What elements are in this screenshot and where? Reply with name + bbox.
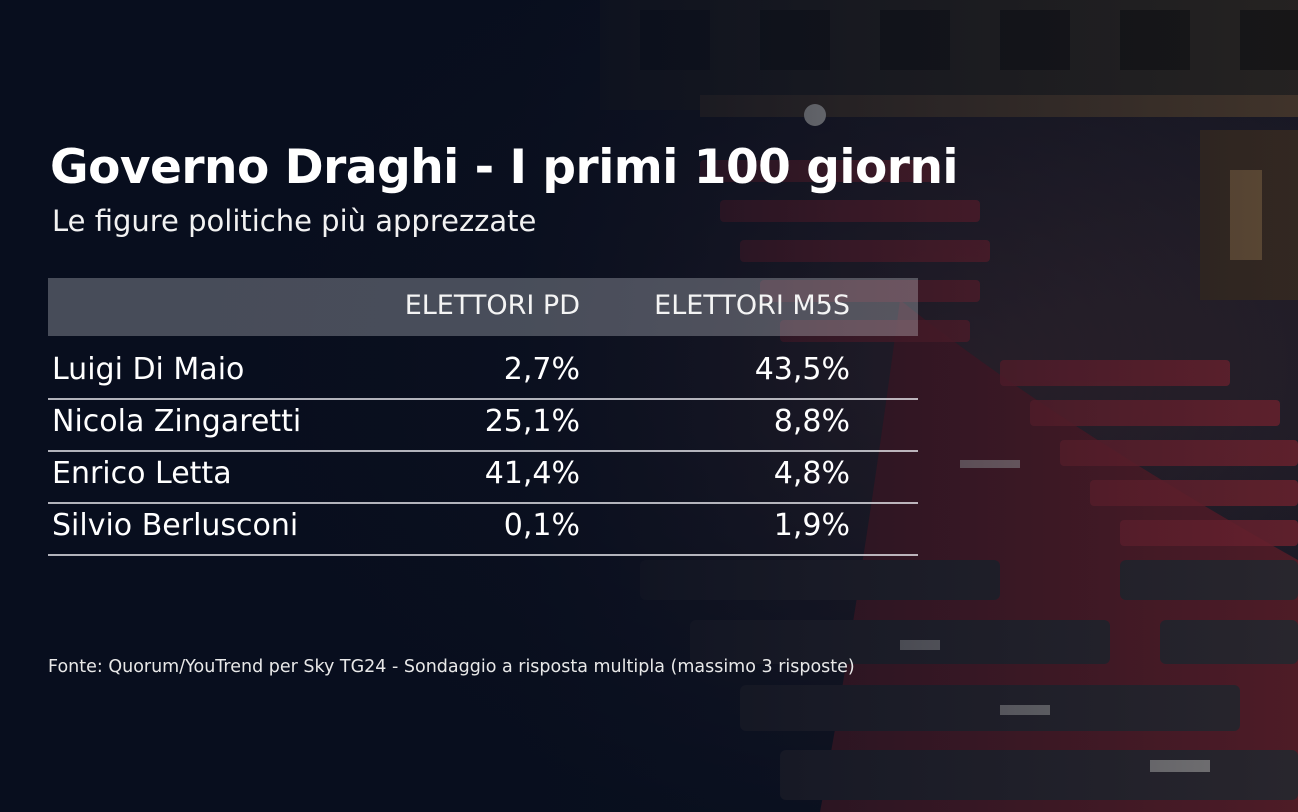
row-value-pd: 25,1% xyxy=(484,404,580,439)
row-name: Nicola Zingaretti xyxy=(52,404,302,439)
row-name: Luigi Di Maio xyxy=(52,352,245,387)
table-row: Nicola Zingaretti 25,1% 8,8% xyxy=(48,398,918,452)
chart-subtitle: Le figure politiche più apprezzate xyxy=(52,204,537,238)
row-value-pd: 0,1% xyxy=(503,508,580,543)
table-row: Luigi Di Maio 2,7% 43,5% xyxy=(48,346,918,400)
row-value-m5s: 8,8% xyxy=(773,404,850,439)
source-note: Fonte: Quorum/YouTrend per Sky TG24 - So… xyxy=(48,657,855,677)
row-value-m5s: 43,5% xyxy=(754,352,850,387)
row-name: Silvio Berlusconi xyxy=(52,508,299,543)
row-value-m5s: 1,9% xyxy=(773,508,850,543)
column-header-elettori-pd: ELETTORI PD xyxy=(404,290,580,321)
row-value-pd: 41,4% xyxy=(484,456,580,491)
row-value-pd: 2,7% xyxy=(503,352,580,387)
column-header-elettori-m5s: ELETTORI M5S xyxy=(654,290,850,321)
table-row: Enrico Letta 41,4% 4,8% xyxy=(48,450,918,504)
row-name: Enrico Letta xyxy=(52,456,232,491)
table-header-band xyxy=(48,278,918,336)
row-value-m5s: 4,8% xyxy=(773,456,850,491)
chart-title: Governo Draghi - I primi 100 giorni xyxy=(50,140,959,195)
table-row: Silvio Berlusconi 0,1% 1,9% xyxy=(48,502,918,556)
